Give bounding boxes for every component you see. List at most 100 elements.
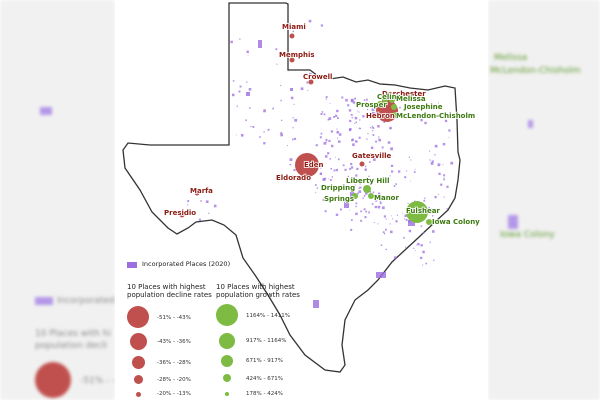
incorporated-place-dot: [334, 156, 336, 158]
incorporated-place-dot: [410, 159, 412, 161]
growth-legend-bin-2: 917% - 1164%: [246, 338, 287, 344]
growth-legend-bin-3: 671% - 917%: [246, 358, 283, 364]
incorporated-place-dot: [366, 138, 368, 140]
incorporated-place-dot: [429, 150, 431, 152]
label-gatesville: Gatesville: [352, 152, 391, 160]
incorporated-place-dot: [422, 250, 425, 254]
incorporated-place-dot: [319, 136, 322, 139]
incorporated-place-dot: [351, 139, 354, 142]
incorporated-place-dot: [377, 205, 381, 209]
incorporated-place-dot: [350, 98, 354, 102]
incorporated-place-dot: [280, 84, 282, 87]
incorporated-place-dot: [208, 212, 210, 214]
incorporated-place-dot: [320, 132, 323, 135]
incorporated-place-dot: [323, 177, 327, 181]
incorporated-place-dot: [366, 181, 368, 183]
incorporated-place-dot: [450, 161, 454, 165]
incorporated-place-dot: [371, 203, 374, 205]
incorporated-place-dot: [286, 145, 288, 147]
blurred-legend-title: 10 Places with hi population decli: [35, 329, 111, 351]
incorporated-place-dot: [389, 126, 392, 130]
growth-circle-celina: [382, 97, 388, 103]
incorporated-place-dot: [355, 174, 358, 177]
incorporated-place-dot: [424, 121, 427, 125]
incorporated-place-dot: [380, 244, 383, 246]
incorporated-place-dot: [320, 164, 322, 167]
incorporated-place-dot: [246, 50, 249, 53]
incorporated-place-dot: [407, 202, 409, 204]
incorporated-place-dot: [336, 109, 339, 113]
incorporated-place-dot: [442, 142, 446, 146]
incorporated-place-dot: [324, 210, 327, 213]
decline-circle-crowell: [308, 79, 314, 85]
incorporated-place-dot: [363, 195, 366, 197]
blurred-legend-swatch: [35, 297, 53, 305]
incorporated-place-dot: [356, 141, 358, 143]
incorporated-place-dot: [330, 167, 333, 170]
incorporated-place-dot: [404, 176, 407, 179]
incorporated-place-dot: [367, 103, 369, 105]
incorporated-places-layer: [187, 19, 454, 308]
incorporated-place-dot: [349, 119, 352, 123]
incorporated-place-dot: [200, 200, 202, 202]
incorporated-place-dot: [315, 144, 318, 147]
incorporated-place-dot: [245, 119, 247, 121]
incorporated-place-dot: [414, 250, 416, 251]
growth-legend-circle-5: [225, 392, 229, 396]
incorporated-place-dot: [390, 230, 393, 234]
incorporated-place-dot: [280, 132, 283, 135]
incorporated-place-dot: [347, 175, 349, 177]
incorporated-place-dot: [239, 38, 241, 40]
incorporated-place-dot: [368, 175, 370, 177]
incorporated-place-dot: [335, 168, 338, 172]
incorporated-place-dot: [413, 247, 415, 249]
incorporated-place-dot: [238, 90, 241, 93]
incorporated-place-dot: [371, 108, 375, 111]
incorporated-place-dot: [383, 233, 386, 235]
incorporated-place-dot: [276, 63, 278, 65]
incorporated-place-dot: [408, 229, 412, 233]
incorporated-place-dot: [363, 208, 366, 211]
texas-map: Miami Memphis Crowell Dorchester Eden Eldorad…: [122, 2, 481, 373]
incorporated-place-dot: [329, 199, 331, 201]
incorporated-place-dot: [434, 196, 437, 199]
blurred-background-left: Incorporated 10 Places with hi populatio…: [0, 0, 115, 400]
incorporated-place-dot: [187, 200, 190, 203]
incorporated-place-dot: [448, 129, 451, 132]
incorporated-place-dot: [420, 256, 423, 260]
incorporated-place-dot: [294, 118, 298, 122]
incorporated-place-dot: [425, 262, 427, 265]
incorporated-place-dot: [372, 130, 374, 132]
incorporated-place-dot: [365, 101, 367, 103]
incorporated-place-dot: [320, 167, 322, 169]
incorporated-place-dot: [354, 184, 356, 186]
incorporated-place-dot: [340, 208, 342, 211]
incorporated-place-dot: [320, 113, 323, 115]
incorporated-place-dot: [319, 172, 322, 175]
incorporated-place-dot: [267, 128, 270, 131]
incorporated-place-dot: [407, 112, 410, 115]
blurred-decline-circle: [35, 362, 71, 398]
growth-legend-circle-1: [216, 304, 238, 326]
incorporated-place-dot: [352, 101, 356, 104]
incorporated-place-patch: [246, 92, 250, 96]
incorporated-place-dot: [368, 210, 370, 212]
incorporated-place-dot: [350, 113, 353, 116]
incorporated-place-dot: [373, 222, 375, 223]
growth-circle-dripping-springs: [352, 193, 358, 199]
incorporated-place-dot: [402, 212, 403, 214]
growth-legend-bin-5: 178% - 424%: [246, 391, 283, 397]
incorporated-place-dot: [417, 242, 420, 246]
incorporated-place-dot: [248, 88, 252, 91]
incorporated-place-dot: [369, 161, 371, 163]
incorporated-place-dot: [420, 225, 423, 227]
incorporated-place-dot: [375, 140, 377, 143]
incorporated-place-dot: [369, 191, 372, 193]
incorporated-place-dot: [382, 206, 385, 210]
label-mclendon-chisholm: McLendon-Chisholm: [396, 112, 475, 120]
incorporated-place-dot: [331, 176, 333, 178]
incorporated-place-dot: [374, 205, 377, 209]
label-josephine: Josephine: [403, 103, 443, 111]
incorporated-place-dot: [331, 144, 334, 148]
incorporated-place-dot: [350, 228, 353, 231]
